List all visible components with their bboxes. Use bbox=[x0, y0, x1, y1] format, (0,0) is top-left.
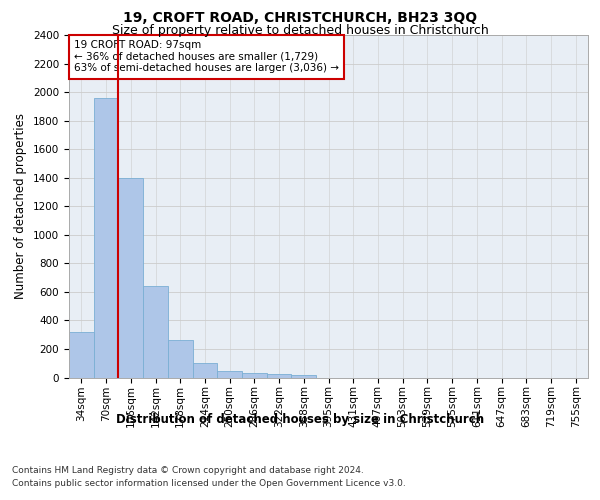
Bar bbox=[69, 332, 94, 378]
Bar bbox=[242, 372, 267, 378]
Bar bbox=[118, 178, 143, 378]
Text: 19, CROFT ROAD, CHRISTCHURCH, BH23 3QQ: 19, CROFT ROAD, CHRISTCHURCH, BH23 3QQ bbox=[123, 11, 477, 25]
Text: Contains HM Land Registry data © Crown copyright and database right 2024.: Contains HM Land Registry data © Crown c… bbox=[12, 466, 364, 475]
Bar bbox=[94, 98, 118, 377]
Bar bbox=[143, 286, 168, 378]
Bar bbox=[217, 371, 242, 378]
Bar bbox=[193, 363, 217, 378]
Y-axis label: Number of detached properties: Number of detached properties bbox=[14, 114, 28, 299]
Text: Distribution of detached houses by size in Christchurch: Distribution of detached houses by size … bbox=[116, 412, 484, 426]
Text: Contains public sector information licensed under the Open Government Licence v3: Contains public sector information licen… bbox=[12, 479, 406, 488]
Bar bbox=[168, 340, 193, 378]
Bar bbox=[292, 376, 316, 378]
Bar bbox=[267, 374, 292, 378]
Text: 19 CROFT ROAD: 97sqm
← 36% of detached houses are smaller (1,729)
63% of semi-de: 19 CROFT ROAD: 97sqm ← 36% of detached h… bbox=[74, 40, 339, 74]
Text: Size of property relative to detached houses in Christchurch: Size of property relative to detached ho… bbox=[112, 24, 488, 37]
